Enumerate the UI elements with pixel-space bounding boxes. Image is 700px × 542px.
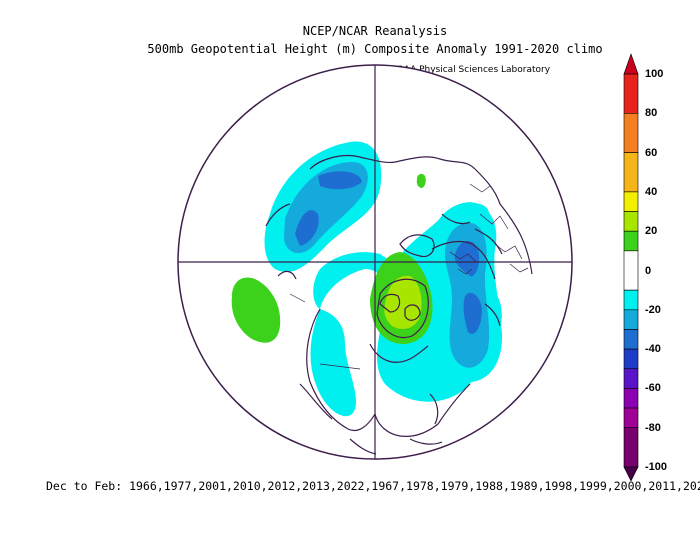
colorbar-segment (623, 309, 639, 330)
colorbar-segment (623, 427, 639, 468)
colorbar-tick-label: 100 (645, 68, 664, 80)
chart-subtitle: 500mb Geopotential Height (m) Composite … (147, 42, 603, 56)
colorbar-segment (623, 388, 639, 409)
colorbar-segment (623, 289, 639, 311)
anomaly-region-pos-greenland-inner (384, 275, 422, 329)
credit-label: NOAA Physical Sciences Laboratory (390, 65, 551, 75)
colorbar-tick-label: 60 (645, 146, 658, 159)
colorbar-tick-label: 0 (645, 264, 652, 277)
colorbar-tick-label: 80 (645, 107, 658, 120)
anomaly-region-neg-pacific-inner (295, 210, 319, 246)
colorbar-segment (623, 112, 639, 153)
colorbar-tick-label: 20 (645, 225, 658, 238)
colorbar-tick-label: -100 (645, 461, 668, 473)
colorbar-segment (623, 407, 639, 428)
map-boundary (177, 64, 573, 460)
polar-map (177, 64, 573, 460)
colorbar-segment (623, 211, 639, 232)
colorbar-arrow-up (623, 53, 639, 75)
colorbar-segment (623, 329, 639, 350)
colorbar (623, 53, 639, 482)
chart-title: NCEP/NCAR Reanalysis (302, 24, 448, 38)
colorbar-segment (623, 230, 639, 252)
colorbar-tick-label: -20 (645, 303, 661, 316)
colorbar-segment (623, 73, 639, 114)
anomaly-region-neg-siberia-inner (454, 240, 480, 277)
colorbar-tick-label: -80 (645, 421, 661, 434)
borders (289, 183, 529, 370)
colorbar-segment (623, 191, 639, 212)
colorbar-arrow-down (623, 466, 639, 482)
colorbar-tick-label: -40 (645, 343, 661, 356)
colorbar-segment (623, 348, 639, 370)
colorbar-tick-label: -60 (645, 382, 661, 395)
anomaly-region-pos-small (416, 173, 426, 188)
colorbar-tick-label: 40 (645, 185, 658, 198)
anomaly-region-pos-pacific (231, 277, 281, 343)
colorbar-segment (623, 152, 639, 193)
colorbar-segment (623, 368, 639, 389)
footer-years: Dec to Feb: 1966,1977,2001,2010,2012,201… (46, 479, 700, 493)
colorbar-segment (623, 250, 639, 291)
